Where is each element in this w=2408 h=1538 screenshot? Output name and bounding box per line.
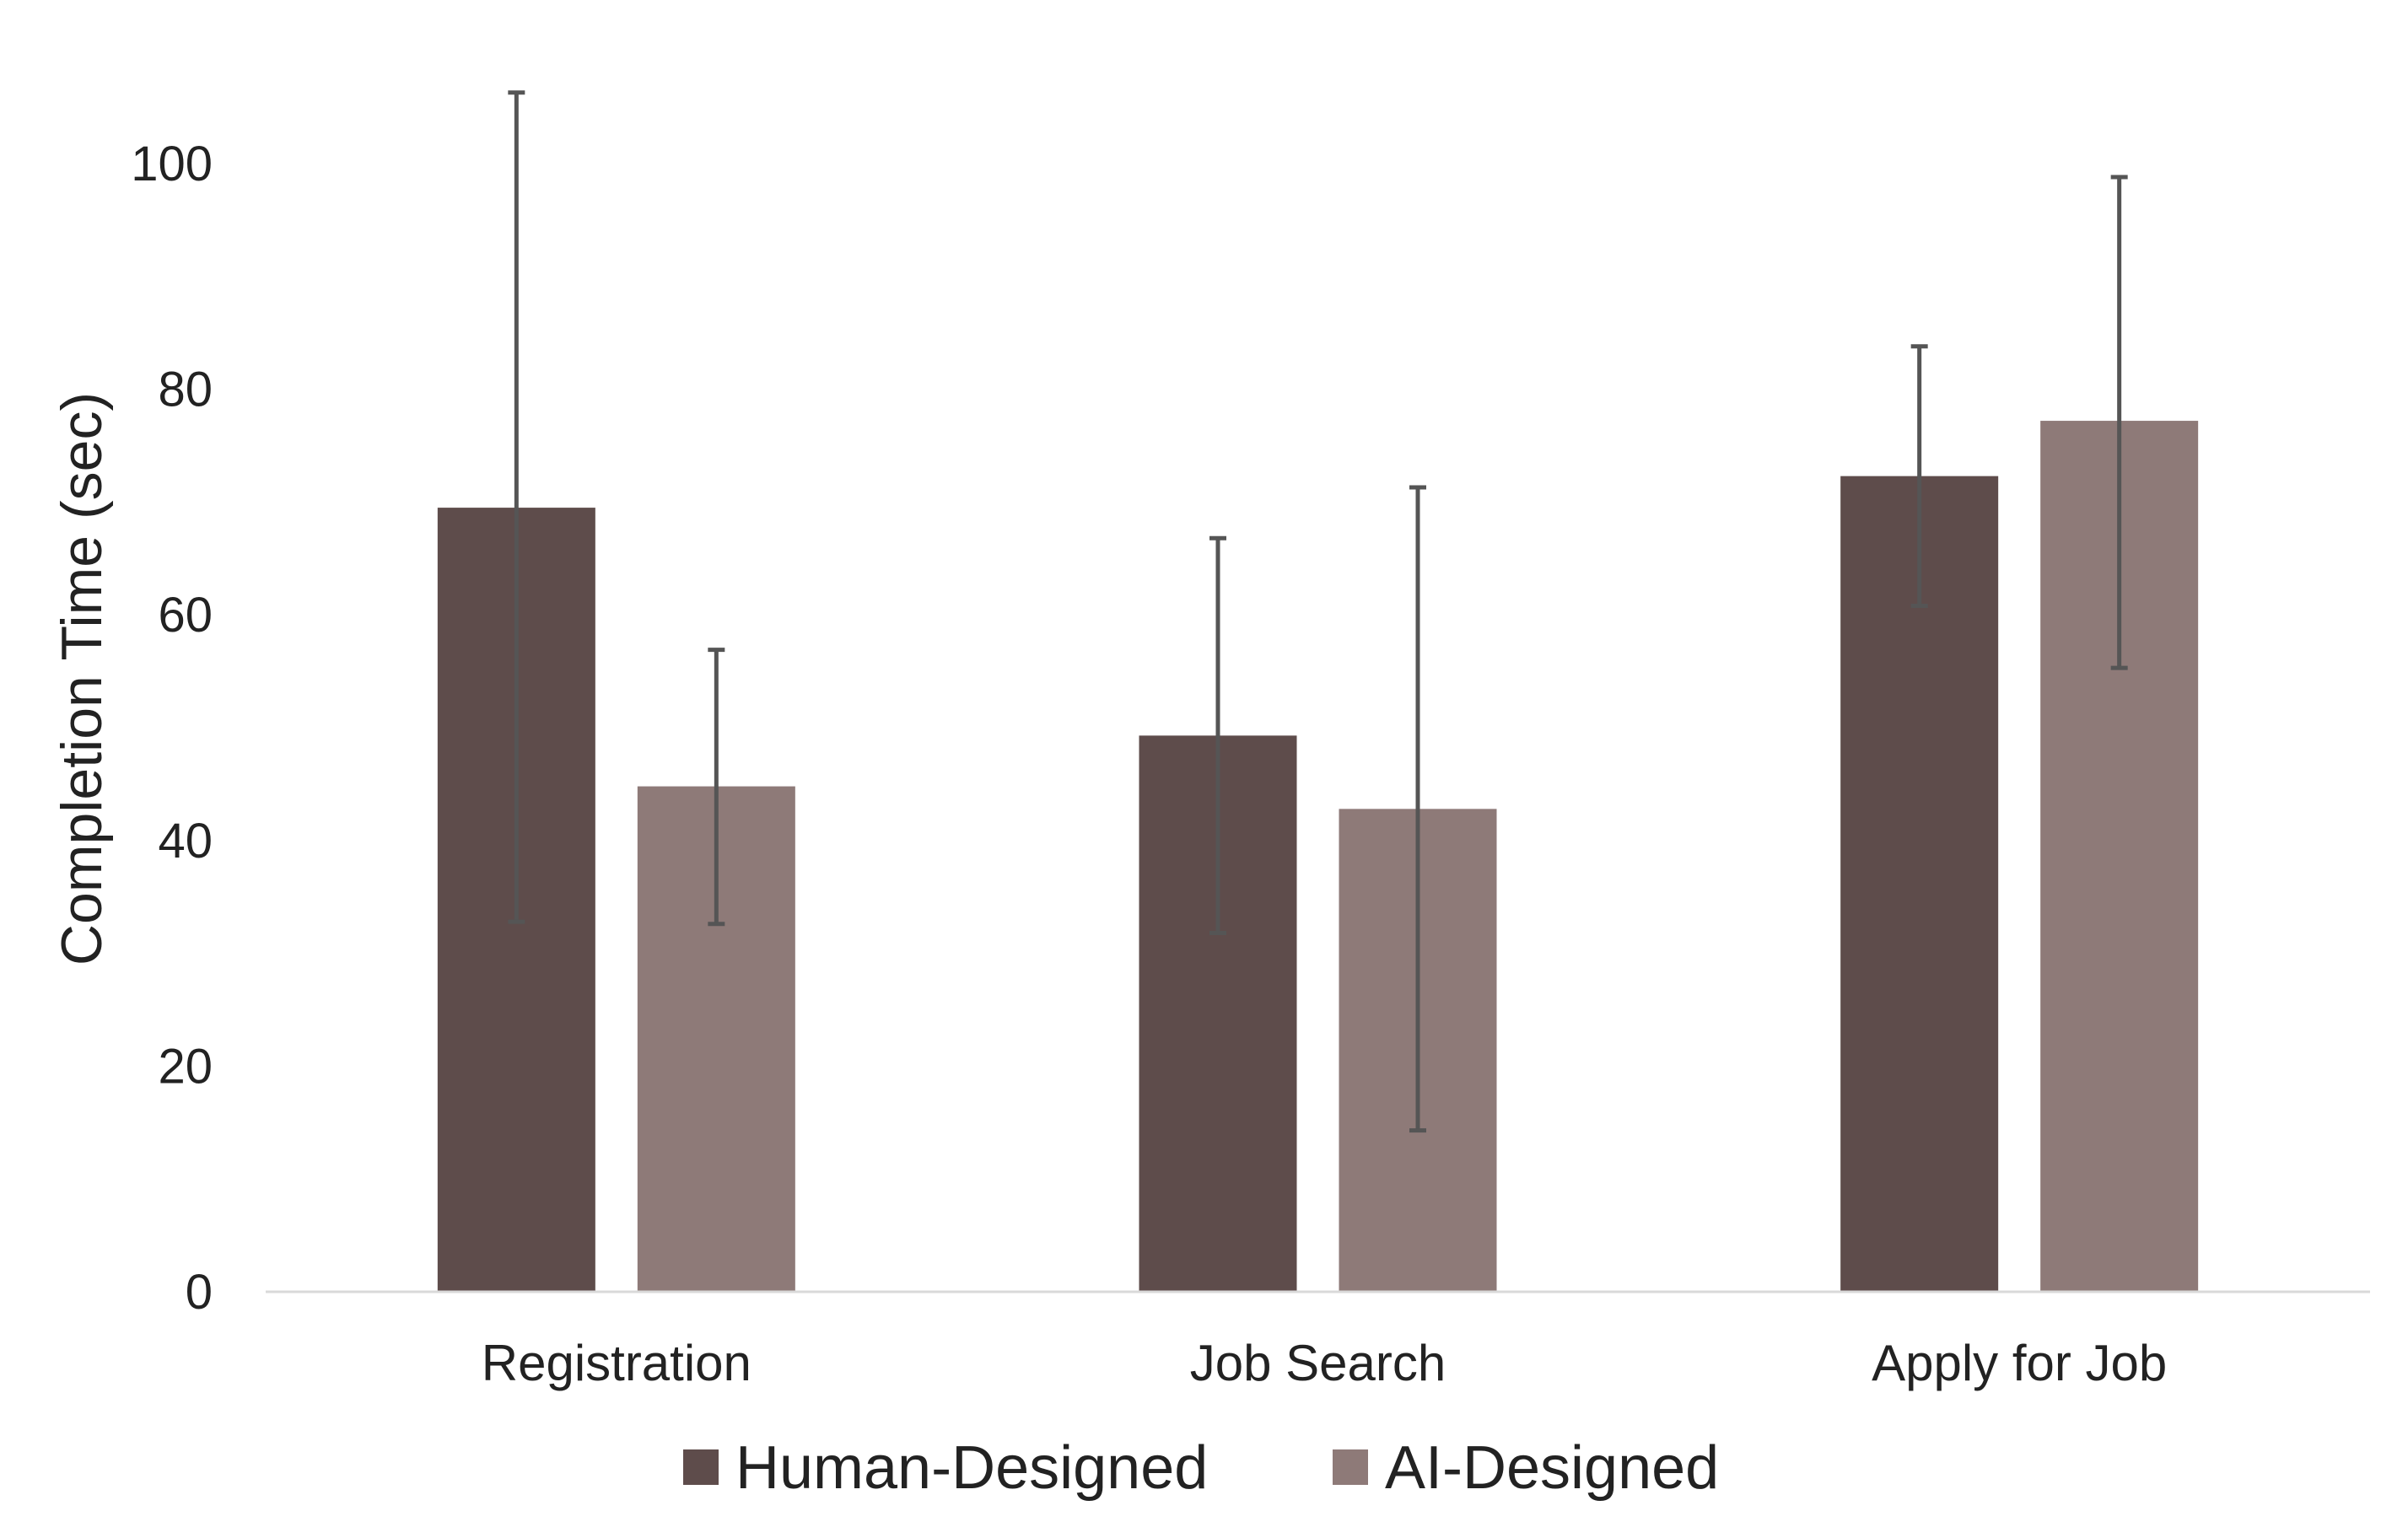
error-bars-group xyxy=(508,90,2128,1133)
legend-label: Human-Designed xyxy=(735,1434,1208,1502)
legend-swatch xyxy=(1333,1449,1368,1485)
x-axis-labels: Registration Job Search Apply for Job xyxy=(482,1335,2168,1391)
x-category-label: Apply for Job xyxy=(1872,1335,2167,1391)
y-tick-label: 100 xyxy=(131,137,213,191)
y-axis-ticks: 0 20 40 60 80 100 xyxy=(131,137,213,1320)
x-category-label: Job Search xyxy=(1190,1335,1446,1391)
y-axis-title: Completion Time (sec) xyxy=(50,392,114,965)
y-tick-label: 40 xyxy=(158,814,213,868)
y-tick-label: 80 xyxy=(158,363,213,417)
bars-group xyxy=(437,421,2199,1293)
y-tick-label: 0 xyxy=(186,1265,213,1320)
legend-label: AI-Designed xyxy=(1385,1434,1719,1502)
legend-swatch xyxy=(683,1449,719,1485)
y-tick-label: 20 xyxy=(158,1039,213,1094)
x-category-label: Registration xyxy=(482,1335,751,1391)
legend: Human-Designed AI-Designed xyxy=(683,1434,1719,1502)
y-tick-label: 60 xyxy=(158,588,213,643)
bar-human xyxy=(1840,476,1999,1292)
